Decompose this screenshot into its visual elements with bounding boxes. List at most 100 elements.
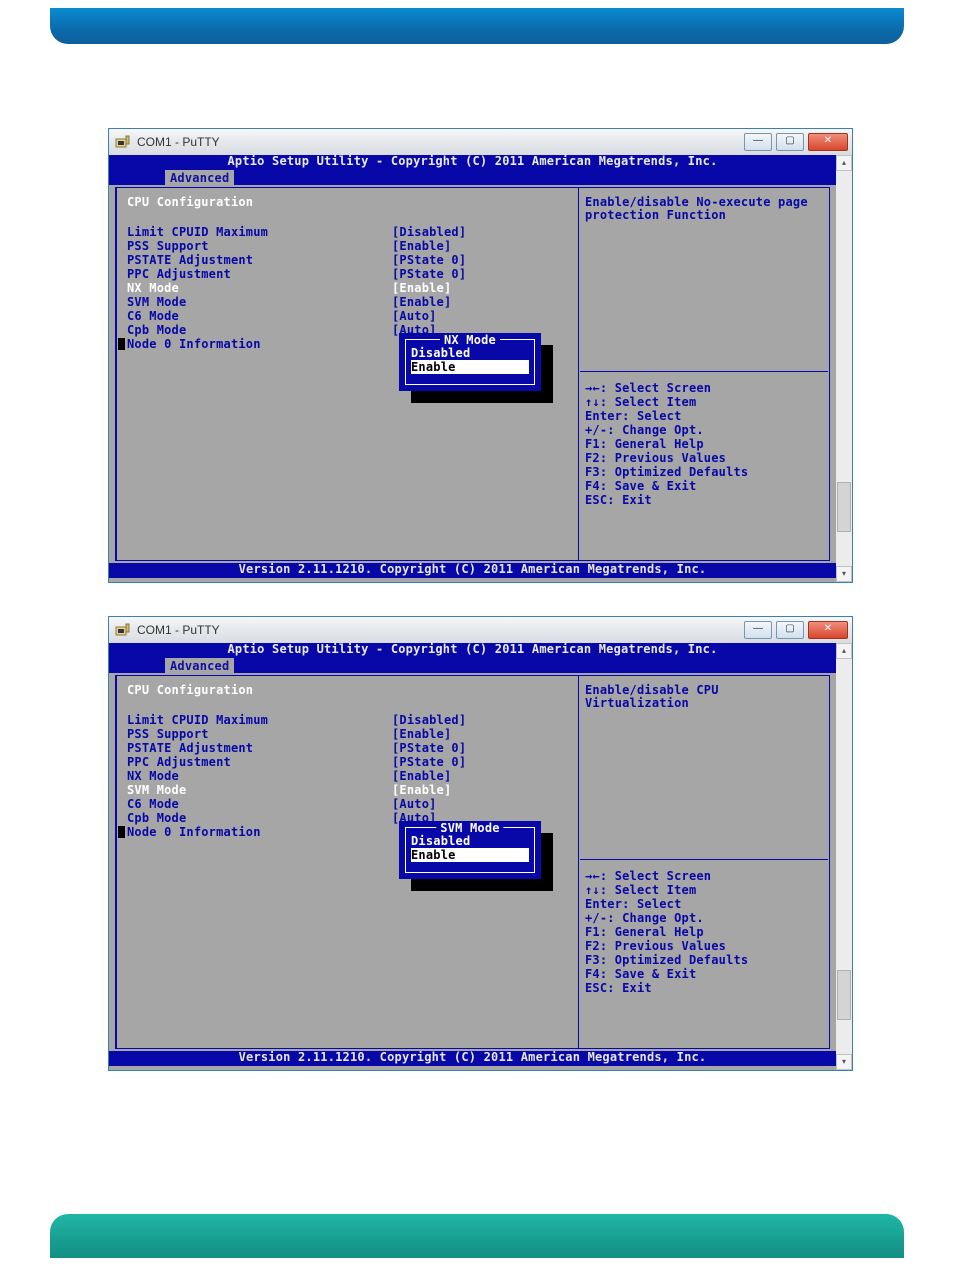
setting-value[interactable]: [Enable] bbox=[392, 281, 451, 295]
maximize-button[interactable]: ▢ bbox=[776, 621, 804, 639]
help-key-line: F2: Previous Values bbox=[585, 451, 726, 465]
window-buttons: — ▢ ✕ bbox=[744, 133, 848, 151]
help-text-line: Enable/disable CPU bbox=[585, 683, 719, 697]
help-key-line: F1: General Help bbox=[585, 437, 704, 451]
section-title: CPU Configuration bbox=[127, 195, 253, 209]
bios-tab-row: Advanced bbox=[109, 170, 836, 185]
help-key-line: +/-: Change Opt. bbox=[585, 423, 704, 437]
setting-value[interactable]: [PState 0] bbox=[392, 253, 466, 267]
putty-window-2: COM1 - PuTTY — ▢ ✕ ▴ ▾ Aptio Setup Utili… bbox=[108, 616, 853, 1071]
scroll-down-icon[interactable]: ▾ bbox=[836, 566, 852, 582]
scrollbar[interactable]: ▴ ▾ bbox=[835, 643, 852, 1070]
frame-line bbox=[829, 675, 830, 1049]
putty-icon bbox=[115, 622, 131, 638]
bios-header: Aptio Setup Utility - Copyright (C) 2011… bbox=[109, 643, 836, 658]
setting-value[interactable]: [Enable] bbox=[392, 239, 451, 253]
help-key-line: F3: Optimized Defaults bbox=[585, 953, 748, 967]
help-key-line: ↑↓: Select Item bbox=[585, 395, 696, 409]
setting-label[interactable]: Cpb Mode bbox=[127, 323, 186, 337]
help-text-line: Virtualization bbox=[585, 696, 689, 710]
titlebar[interactable]: COM1 - PuTTY — ▢ ✕ bbox=[109, 617, 852, 644]
frame-line bbox=[115, 187, 117, 561]
putty-icon bbox=[115, 134, 131, 150]
setting-label[interactable]: Cpb Mode bbox=[127, 811, 186, 825]
help-separator bbox=[580, 371, 828, 372]
bios-footer: Version 2.11.1210. Copyright (C) 2011 Am… bbox=[109, 1051, 836, 1066]
scroll-thumb[interactable] bbox=[837, 482, 851, 532]
maximize-button[interactable]: ▢ bbox=[776, 133, 804, 151]
section-title: CPU Configuration bbox=[127, 683, 253, 697]
setting-label[interactable]: PSS Support bbox=[127, 727, 209, 741]
page-header-bar bbox=[50, 8, 904, 44]
setting-label[interactable]: PPC Adjustment bbox=[127, 267, 231, 281]
help-key-line: ↑↓: Select Item bbox=[585, 883, 696, 897]
minimize-button[interactable]: — bbox=[744, 133, 772, 151]
bios-header: Aptio Setup Utility - Copyright (C) 2011… bbox=[109, 155, 836, 170]
window-buttons: — ▢ ✕ bbox=[744, 621, 848, 639]
setting-value[interactable]: [Enable] bbox=[392, 783, 451, 797]
popup-title: SVM Mode bbox=[436, 821, 503, 835]
frame-line bbox=[115, 187, 830, 188]
frame-line bbox=[115, 675, 117, 1049]
frame-line bbox=[115, 560, 830, 561]
submenu-marker-icon bbox=[118, 338, 125, 350]
help-key-line: F1: General Help bbox=[585, 925, 704, 939]
setting-label[interactable]: Limit CPUID Maximum bbox=[127, 225, 268, 239]
setting-label[interactable]: NX Mode bbox=[127, 769, 179, 783]
scroll-thumb[interactable] bbox=[837, 970, 851, 1020]
help-text-line: Enable/disable No-execute page bbox=[585, 195, 808, 209]
setting-value[interactable]: [Enable] bbox=[392, 295, 451, 309]
help-key-line: Enter: Select bbox=[585, 409, 682, 423]
help-text-line: protection Function bbox=[585, 208, 726, 222]
setting-label[interactable]: C6 Mode bbox=[127, 309, 179, 323]
popup-option-disabled[interactable]: Disabled bbox=[411, 346, 529, 360]
setting-value[interactable]: [PState 0] bbox=[392, 741, 466, 755]
bios-tab-row: Advanced bbox=[109, 658, 836, 673]
scrollbar[interactable]: ▴ ▾ bbox=[835, 155, 852, 582]
help-key-line: ESC: Exit bbox=[585, 981, 652, 995]
setting-label[interactable]: PPC Adjustment bbox=[127, 755, 231, 769]
setting-value[interactable]: [Disabled] bbox=[392, 713, 466, 727]
setting-label[interactable]: NX Mode bbox=[127, 281, 179, 295]
popup-option-enable[interactable]: Enable bbox=[411, 360, 529, 374]
setting-label[interactable]: SVM Mode bbox=[127, 783, 186, 797]
minimize-button[interactable]: — bbox=[744, 621, 772, 639]
scroll-track[interactable] bbox=[836, 659, 852, 1054]
page-footer-bar bbox=[50, 1214, 904, 1258]
setting-label[interactable]: PSS Support bbox=[127, 239, 209, 253]
setting-value[interactable]: [Disabled] bbox=[392, 225, 466, 239]
frame-line bbox=[578, 187, 579, 561]
window-title: COM1 - PuTTY bbox=[137, 135, 744, 149]
scroll-up-icon[interactable]: ▴ bbox=[836, 643, 852, 659]
frame-line bbox=[115, 1048, 830, 1049]
scroll-down-icon[interactable]: ▾ bbox=[836, 1054, 852, 1070]
setting-label[interactable]: Limit CPUID Maximum bbox=[127, 713, 268, 727]
setting-label[interactable]: SVM Mode bbox=[127, 295, 186, 309]
close-button[interactable]: ✕ bbox=[808, 133, 848, 151]
close-button[interactable]: ✕ bbox=[808, 621, 848, 639]
setting-label[interactable]: PSTATE Adjustment bbox=[127, 741, 253, 755]
frame-line bbox=[829, 187, 830, 561]
scroll-track[interactable] bbox=[836, 171, 852, 566]
submenu-node0[interactable]: Node 0 Information bbox=[127, 825, 261, 839]
setting-value[interactable]: [PState 0] bbox=[392, 755, 466, 769]
popup-option-disabled[interactable]: Disabled bbox=[411, 834, 529, 848]
submenu-marker-icon bbox=[118, 826, 125, 838]
popup-option-enable[interactable]: Enable bbox=[411, 848, 529, 862]
frame-line bbox=[115, 675, 830, 676]
setting-value[interactable]: [PState 0] bbox=[392, 267, 466, 281]
submenu-node0[interactable]: Node 0 Information bbox=[127, 337, 261, 351]
setting-value[interactable]: [Enable] bbox=[392, 727, 451, 741]
titlebar[interactable]: COM1 - PuTTY — ▢ ✕ bbox=[109, 129, 852, 156]
setting-label[interactable]: C6 Mode bbox=[127, 797, 179, 811]
popup-title: NX Mode bbox=[440, 333, 500, 347]
setting-value[interactable]: [Enable] bbox=[392, 769, 451, 783]
popup-svm-mode[interactable]: SVM Mode Disabled Enable bbox=[399, 821, 541, 879]
setting-label[interactable]: PSTATE Adjustment bbox=[127, 253, 253, 267]
scroll-up-icon[interactable]: ▴ bbox=[836, 155, 852, 171]
setting-value[interactable]: [Auto] bbox=[392, 309, 437, 323]
popup-nx-mode[interactable]: NX Mode Disabled Enable bbox=[399, 333, 541, 391]
setting-value[interactable]: [Auto] bbox=[392, 797, 437, 811]
bios-body: CPU Configuration Limit CPUID Maximum [Di… bbox=[109, 673, 836, 1051]
help-key-line: F4: Save & Exit bbox=[585, 967, 696, 981]
